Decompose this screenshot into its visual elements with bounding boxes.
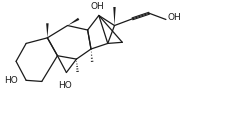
Polygon shape [46,24,49,39]
Text: HO: HO [4,75,18,84]
Text: HO: HO [58,80,72,89]
Polygon shape [67,19,79,26]
Text: OH: OH [167,13,181,22]
Polygon shape [113,7,116,26]
Text: OH: OH [91,2,104,11]
